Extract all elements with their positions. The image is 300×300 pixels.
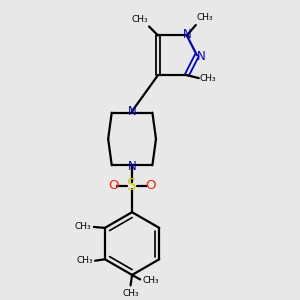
Text: N: N <box>196 50 205 63</box>
Text: N: N <box>128 105 136 118</box>
Text: CH₃: CH₃ <box>131 14 148 23</box>
Text: O: O <box>146 179 156 192</box>
Text: CH₃: CH₃ <box>76 256 93 265</box>
Text: CH₃: CH₃ <box>200 74 217 82</box>
Text: S: S <box>128 178 137 193</box>
Text: CH₃: CH₃ <box>75 223 92 232</box>
Text: CH₃: CH₃ <box>197 13 213 22</box>
Text: N: N <box>128 160 136 173</box>
Text: CH₃: CH₃ <box>142 276 159 285</box>
Text: O: O <box>108 179 119 192</box>
Text: CH₃: CH₃ <box>122 289 139 298</box>
Text: N: N <box>183 28 192 41</box>
